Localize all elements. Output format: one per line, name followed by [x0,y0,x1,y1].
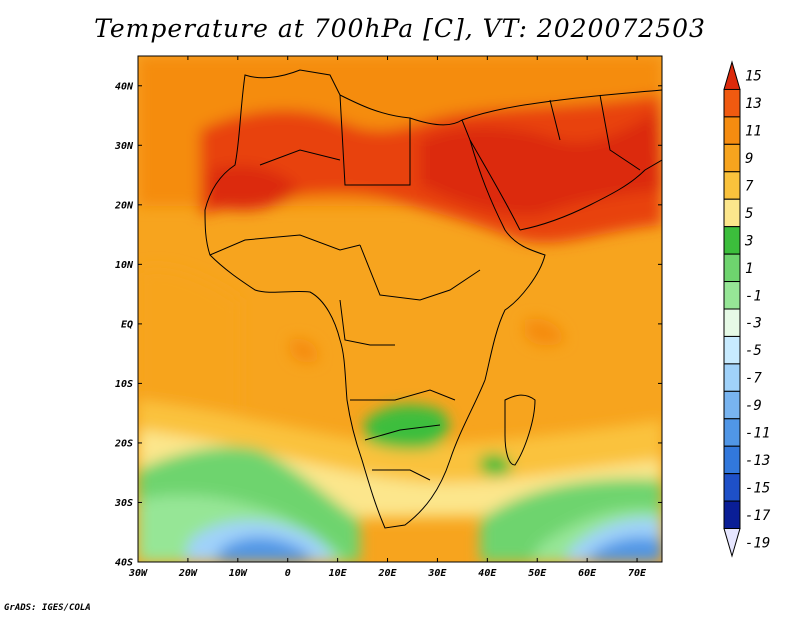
latitude-axis: 40N 30N 20N 10N EQ 10S 20S 30S 40S [114,81,662,569]
colorbar-swatch [723,88,741,118]
map-frame [137,55,663,563]
colorbar-label: 1 [745,261,753,277]
colorbar-label: 7 [745,179,754,195]
lon-label: 30W [128,568,148,579]
colorbar-cap-top [723,60,741,90]
colorbar-label: -3 [745,316,762,332]
lon-label: 10E [329,568,348,579]
colorbar-label: -11 [745,426,770,442]
lat-label: 40S [115,558,133,569]
lat-label: EQ [121,319,133,330]
colorbar-label: -9 [745,398,762,414]
colorbar-label: -5 [745,343,762,359]
colorbar-swatch [723,500,741,530]
colorbar-swatch [723,390,741,420]
colorbar-swatch [723,473,741,502]
lon-label: 0 [285,568,291,579]
lon-label: 10W [229,568,248,579]
colorbar-swatch [723,363,741,392]
colorbar-swatch [723,171,741,200]
colorbar-label: 15 [745,69,762,85]
coastlines [204,69,662,529]
lat-label: 10S [115,379,133,390]
lon-label: 70E [628,568,647,579]
lon-label: 60E [578,568,597,579]
colorbar-swatch [723,116,741,145]
colorbar-swatch [723,335,741,365]
colorbar-label: -13 [745,453,770,469]
colorbar-swatch [723,253,741,283]
colorbar-label: -7 [745,371,762,387]
colorbar-swatch [723,226,741,255]
chart-title: Temperature at 700hPa [C], VT: 202007250… [94,14,706,43]
longitude-axis: 30W 20W 10W 0 10E 20E 30E 40E 50E 60E 70E [128,56,647,579]
credit-text: GrADS: IGES/COLA [4,603,91,613]
colorbar-cap-bottom [723,528,741,558]
lat-label: 20S [114,438,133,449]
lat-label: 20N [114,200,134,211]
colorbar-label: 3 [744,233,753,249]
colorbar-label: -1 [745,288,762,304]
colorbar-label: -15 [745,480,770,496]
lon-label: 20W [178,568,198,579]
lon-label: 50E [528,568,547,579]
colorbar-label: 5 [745,206,753,222]
temperature-field [138,56,662,562]
colorbar-swatch [723,308,741,337]
colorbar-swatch [723,445,741,475]
colorbar-label: 13 [745,96,762,112]
lat-label: 30S [114,498,133,509]
colorbar-swatch [723,143,741,173]
colorbar-swatch [723,281,741,310]
colorbar-label: 9 [745,151,753,167]
colorbar-swatch [723,418,741,447]
lat-label: 30N [114,141,134,152]
colorbar-label: -19 [745,535,770,551]
colorbar: 15 13 11 9 7 5 3 1 -1 -3 -5 -7 -9 -11 -13 -15 -17 -19 [723,60,771,558]
lon-label: 30E [427,568,447,579]
colorbar-label: 11 [745,124,762,140]
lat-label: 10N [115,260,134,271]
lat-label: 40N [115,81,134,92]
lon-label: 20E [377,568,397,579]
colorbar-label: -17 [745,508,771,524]
lon-label: 40E [478,568,497,579]
colorbar-swatch [723,198,741,228]
